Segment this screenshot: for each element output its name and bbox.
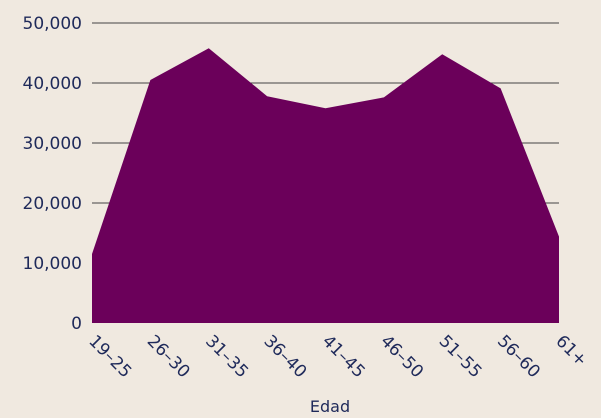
y-tick-label: 30,000 <box>23 134 82 154</box>
area-series <box>92 48 559 323</box>
y-axis-ticks: 0 10,000 20,000 30,000 40,000 50,000 <box>23 14 82 334</box>
x-axis-title: Edad <box>310 397 350 416</box>
y-tick-label: 0 <box>71 314 82 334</box>
y-tick-label: 10,000 <box>23 254 82 274</box>
area-fill <box>92 48 559 323</box>
y-tick-label: 50,000 <box>23 14 82 34</box>
y-tick-label: 40,000 <box>23 74 82 94</box>
y-tick-label: 20,000 <box>23 194 82 214</box>
